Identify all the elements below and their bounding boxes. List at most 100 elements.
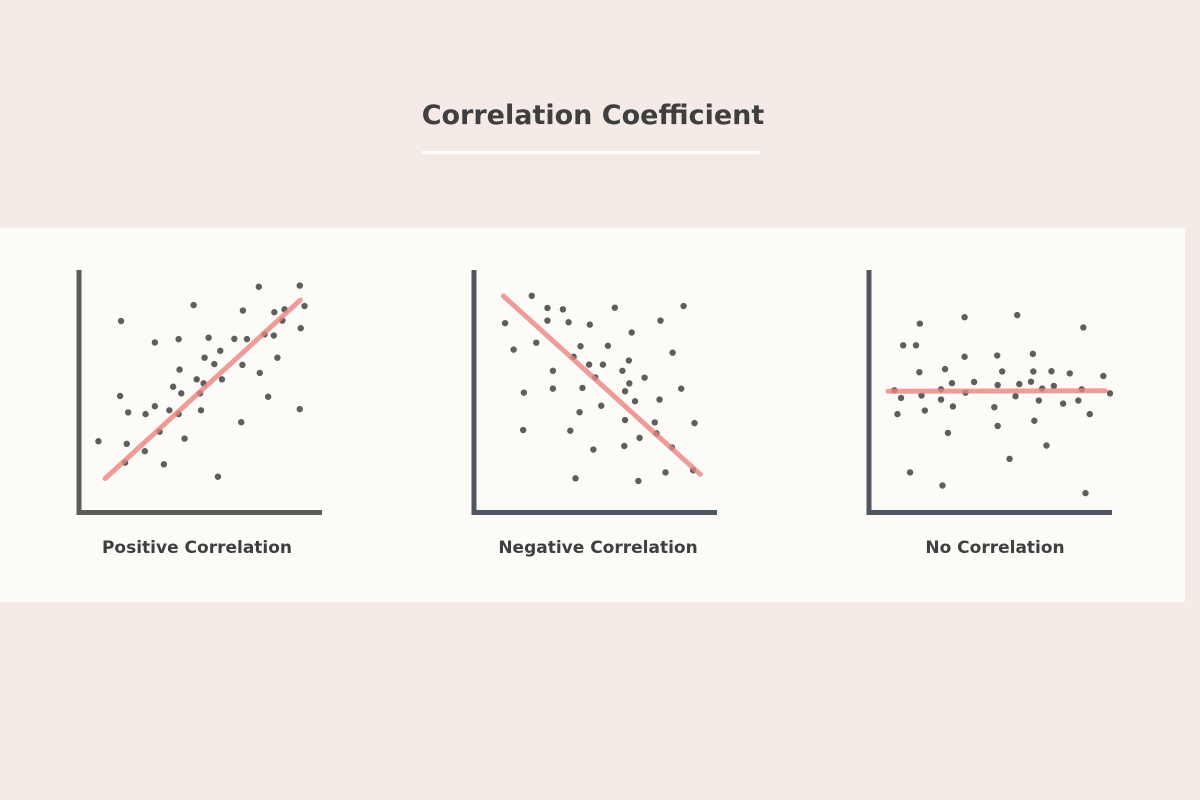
data-point bbox=[116, 392, 124, 400]
data-point bbox=[243, 335, 251, 343]
data-point bbox=[621, 388, 629, 395]
data-point bbox=[296, 405, 303, 413]
data-point bbox=[510, 346, 517, 353]
data-point bbox=[197, 407, 205, 414]
data-point bbox=[941, 365, 949, 373]
data-point bbox=[1075, 397, 1082, 404]
data-point bbox=[918, 392, 925, 399]
data-point bbox=[123, 440, 130, 448]
data-point bbox=[598, 402, 605, 409]
data-point bbox=[201, 354, 208, 361]
data-point bbox=[619, 367, 626, 374]
data-point bbox=[625, 357, 633, 364]
data-point bbox=[1031, 417, 1038, 424]
data-point bbox=[1059, 400, 1067, 407]
data-point bbox=[520, 389, 528, 396]
data-point bbox=[166, 407, 173, 414]
data-point bbox=[1100, 372, 1107, 380]
data-point bbox=[501, 319, 509, 327]
data-point bbox=[970, 378, 978, 386]
data-point bbox=[1080, 324, 1087, 331]
page-title: Correlation Coefficient bbox=[421, 100, 765, 131]
charts-panel bbox=[0, 228, 1185, 602]
data-point bbox=[621, 416, 629, 424]
data-point bbox=[576, 408, 583, 416]
data-point bbox=[991, 403, 998, 411]
data-point bbox=[678, 385, 685, 392]
data-point bbox=[567, 427, 574, 434]
data-point bbox=[270, 332, 278, 339]
data-point bbox=[190, 301, 197, 309]
trend-line bbox=[102, 297, 303, 482]
data-point bbox=[217, 347, 224, 354]
data-point bbox=[544, 317, 551, 324]
data-point bbox=[1029, 350, 1037, 358]
data-point bbox=[897, 394, 905, 402]
title-underline bbox=[422, 151, 760, 154]
data-point bbox=[906, 469, 914, 476]
data-point bbox=[916, 368, 923, 376]
data-point bbox=[151, 403, 159, 410]
data-point bbox=[239, 361, 246, 369]
data-point bbox=[628, 329, 635, 336]
data-point bbox=[635, 477, 642, 485]
positive-correlation-label: Positive Correlation bbox=[101, 538, 293, 558]
data-point bbox=[621, 442, 628, 450]
no-correlation-plot bbox=[866, 270, 1114, 515]
data-point bbox=[944, 429, 952, 437]
data-point bbox=[641, 374, 648, 381]
data-point bbox=[141, 448, 149, 455]
data-point bbox=[651, 419, 658, 426]
data-point bbox=[124, 409, 132, 416]
data-point bbox=[912, 342, 920, 349]
data-point bbox=[1030, 368, 1037, 375]
data-point bbox=[1012, 393, 1019, 400]
data-point bbox=[611, 304, 619, 311]
data-point bbox=[993, 352, 1001, 359]
data-point bbox=[585, 361, 593, 368]
data-point bbox=[916, 320, 924, 327]
data-point bbox=[533, 339, 540, 346]
positive-correlation-plot bbox=[76, 270, 322, 515]
data-point bbox=[1082, 489, 1089, 497]
data-point bbox=[1027, 378, 1035, 385]
data-point bbox=[231, 335, 238, 343]
data-point bbox=[1016, 380, 1023, 388]
data-point bbox=[256, 369, 263, 377]
data-point bbox=[669, 349, 676, 356]
data-point bbox=[544, 304, 551, 312]
data-point bbox=[579, 384, 586, 392]
data-point bbox=[559, 306, 567, 313]
data-point bbox=[264, 393, 272, 400]
data-point bbox=[899, 342, 907, 349]
data-point bbox=[680, 302, 687, 310]
data-point bbox=[631, 398, 639, 405]
data-point bbox=[1006, 455, 1013, 463]
data-point bbox=[961, 353, 968, 360]
data-point bbox=[1086, 410, 1093, 418]
data-point bbox=[528, 292, 535, 299]
no-correlation-label: No Correlation bbox=[925, 538, 1065, 558]
data-point bbox=[565, 319, 572, 326]
data-point bbox=[1050, 382, 1058, 390]
data-point bbox=[271, 309, 278, 316]
data-point bbox=[301, 302, 308, 310]
data-point bbox=[239, 307, 247, 314]
data-point bbox=[994, 381, 1001, 389]
trend-line bbox=[500, 293, 703, 477]
data-point bbox=[255, 283, 263, 290]
data-point bbox=[95, 438, 102, 445]
data-point bbox=[994, 422, 1001, 430]
data-point bbox=[691, 419, 698, 427]
data-point bbox=[193, 376, 200, 383]
data-point bbox=[662, 469, 669, 476]
data-point bbox=[1035, 397, 1043, 404]
data-point bbox=[577, 343, 584, 350]
data-point bbox=[211, 360, 218, 368]
data-point bbox=[178, 390, 185, 397]
data-point bbox=[176, 366, 183, 373]
data-point bbox=[626, 380, 633, 387]
data-point bbox=[894, 410, 901, 418]
data-point bbox=[1066, 370, 1073, 377]
data-point bbox=[549, 385, 557, 392]
